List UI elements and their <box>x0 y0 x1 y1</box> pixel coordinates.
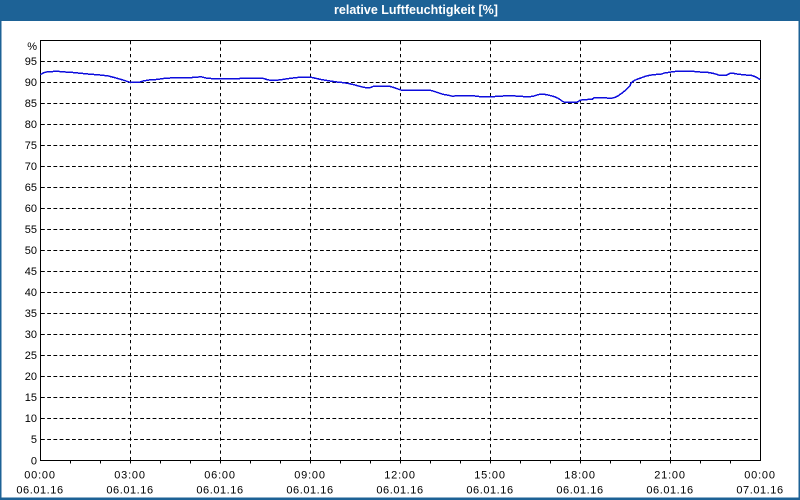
svg-text:07.01.16: 07.01.16 <box>736 485 783 497</box>
svg-text:relative Luftfeuchtigkeit [%]: relative Luftfeuchtigkeit [%] <box>334 3 498 17</box>
svg-text:00:00: 00:00 <box>24 470 56 482</box>
svg-text:75: 75 <box>25 140 37 152</box>
svg-text:65: 65 <box>25 182 37 194</box>
svg-text:40: 40 <box>25 287 37 299</box>
svg-text:15: 15 <box>25 392 37 404</box>
svg-text:06.01.16: 06.01.16 <box>196 485 243 497</box>
svg-text:95: 95 <box>25 56 37 68</box>
svg-text:60: 60 <box>25 203 37 215</box>
svg-text:06.01.16: 06.01.16 <box>16 485 63 497</box>
svg-text:18:00: 18:00 <box>564 470 596 482</box>
svg-text:55: 55 <box>25 224 37 236</box>
svg-text:03:00: 03:00 <box>114 470 146 482</box>
svg-text:00:00: 00:00 <box>744 470 776 482</box>
svg-text:20: 20 <box>25 371 37 383</box>
svg-text:5: 5 <box>31 434 37 446</box>
svg-text:50: 50 <box>25 245 37 257</box>
svg-text:85: 85 <box>25 98 37 110</box>
svg-text:06:00: 06:00 <box>204 470 236 482</box>
svg-text:06.01.16: 06.01.16 <box>376 485 423 497</box>
svg-text:21:00: 21:00 <box>654 470 686 482</box>
svg-text:90: 90 <box>25 77 37 89</box>
svg-text:06.01.16: 06.01.16 <box>466 485 513 497</box>
svg-text:06.01.16: 06.01.16 <box>556 485 603 497</box>
svg-text:35: 35 <box>25 308 37 320</box>
svg-text:80: 80 <box>25 119 37 131</box>
svg-text:06.01.16: 06.01.16 <box>106 485 153 497</box>
svg-text:30: 30 <box>25 329 37 341</box>
svg-text:70: 70 <box>25 161 37 173</box>
svg-text:15:00: 15:00 <box>474 470 506 482</box>
svg-text:09:00: 09:00 <box>294 470 326 482</box>
svg-text:10: 10 <box>25 413 37 425</box>
svg-text:06.01.16: 06.01.16 <box>646 485 693 497</box>
svg-text:0: 0 <box>31 456 37 468</box>
svg-text:25: 25 <box>25 350 37 362</box>
svg-text:45: 45 <box>25 266 37 278</box>
svg-text:12:00: 12:00 <box>384 470 416 482</box>
svg-text:06.01.16: 06.01.16 <box>286 485 333 497</box>
svg-text:%: % <box>27 41 37 53</box>
